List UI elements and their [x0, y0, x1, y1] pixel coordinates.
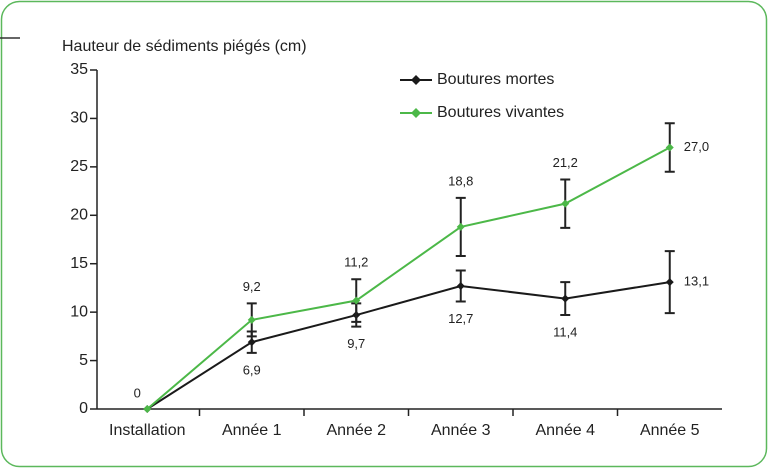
value-label: 11,4	[553, 324, 577, 339]
x-tick-label: Année 5	[640, 422, 700, 439]
data-point	[561, 199, 570, 208]
x-tick-label: Année 3	[431, 422, 491, 439]
data-point	[143, 405, 152, 413]
x-tick-label: Année 1	[222, 422, 282, 439]
data-point	[665, 278, 674, 287]
legend-label: Boutures vivantes	[437, 104, 564, 121]
y-tick-label: 15	[70, 255, 88, 272]
series-line	[146, 281, 670, 410]
legend-marker	[411, 75, 421, 85]
legend-marker	[411, 108, 421, 118]
x-tick-label: Année 4	[535, 422, 595, 439]
data-point	[247, 315, 256, 324]
value-label: 27,0	[684, 139, 709, 154]
value-label: 18,8	[448, 173, 473, 188]
value-label: 9,7	[347, 336, 365, 351]
x-tick-label: Année 2	[326, 422, 386, 439]
value-label: 0	[134, 385, 141, 400]
y-tick-label: 20	[70, 207, 88, 224]
value-label: 6,9	[243, 362, 261, 377]
value-label: 11,2	[344, 255, 368, 270]
data-point	[665, 143, 674, 152]
y-tick-label: 30	[70, 110, 88, 127]
legend-label: Boutures mortes	[437, 71, 554, 88]
data-point	[352, 296, 361, 305]
x-tick-label: Installation	[109, 422, 186, 439]
value-label: 12,7	[448, 311, 473, 326]
y-tick-label: 0	[79, 400, 88, 417]
data-point	[456, 222, 465, 231]
y-tick-label: 5	[79, 352, 88, 369]
value-label: 21,2	[553, 155, 578, 170]
y-tick-label: 10	[70, 303, 88, 320]
series-line	[146, 146, 671, 410]
value-label: 13,1	[684, 274, 709, 289]
y-tick-label: 35	[70, 61, 88, 78]
data-point	[247, 338, 256, 347]
axis-title: Hauteur de sédiments piégés (cm)	[62, 38, 307, 55]
value-label: 9,2	[243, 279, 261, 294]
y-tick-label: 25	[70, 158, 88, 175]
data-point	[561, 294, 570, 303]
data-point	[456, 281, 465, 290]
